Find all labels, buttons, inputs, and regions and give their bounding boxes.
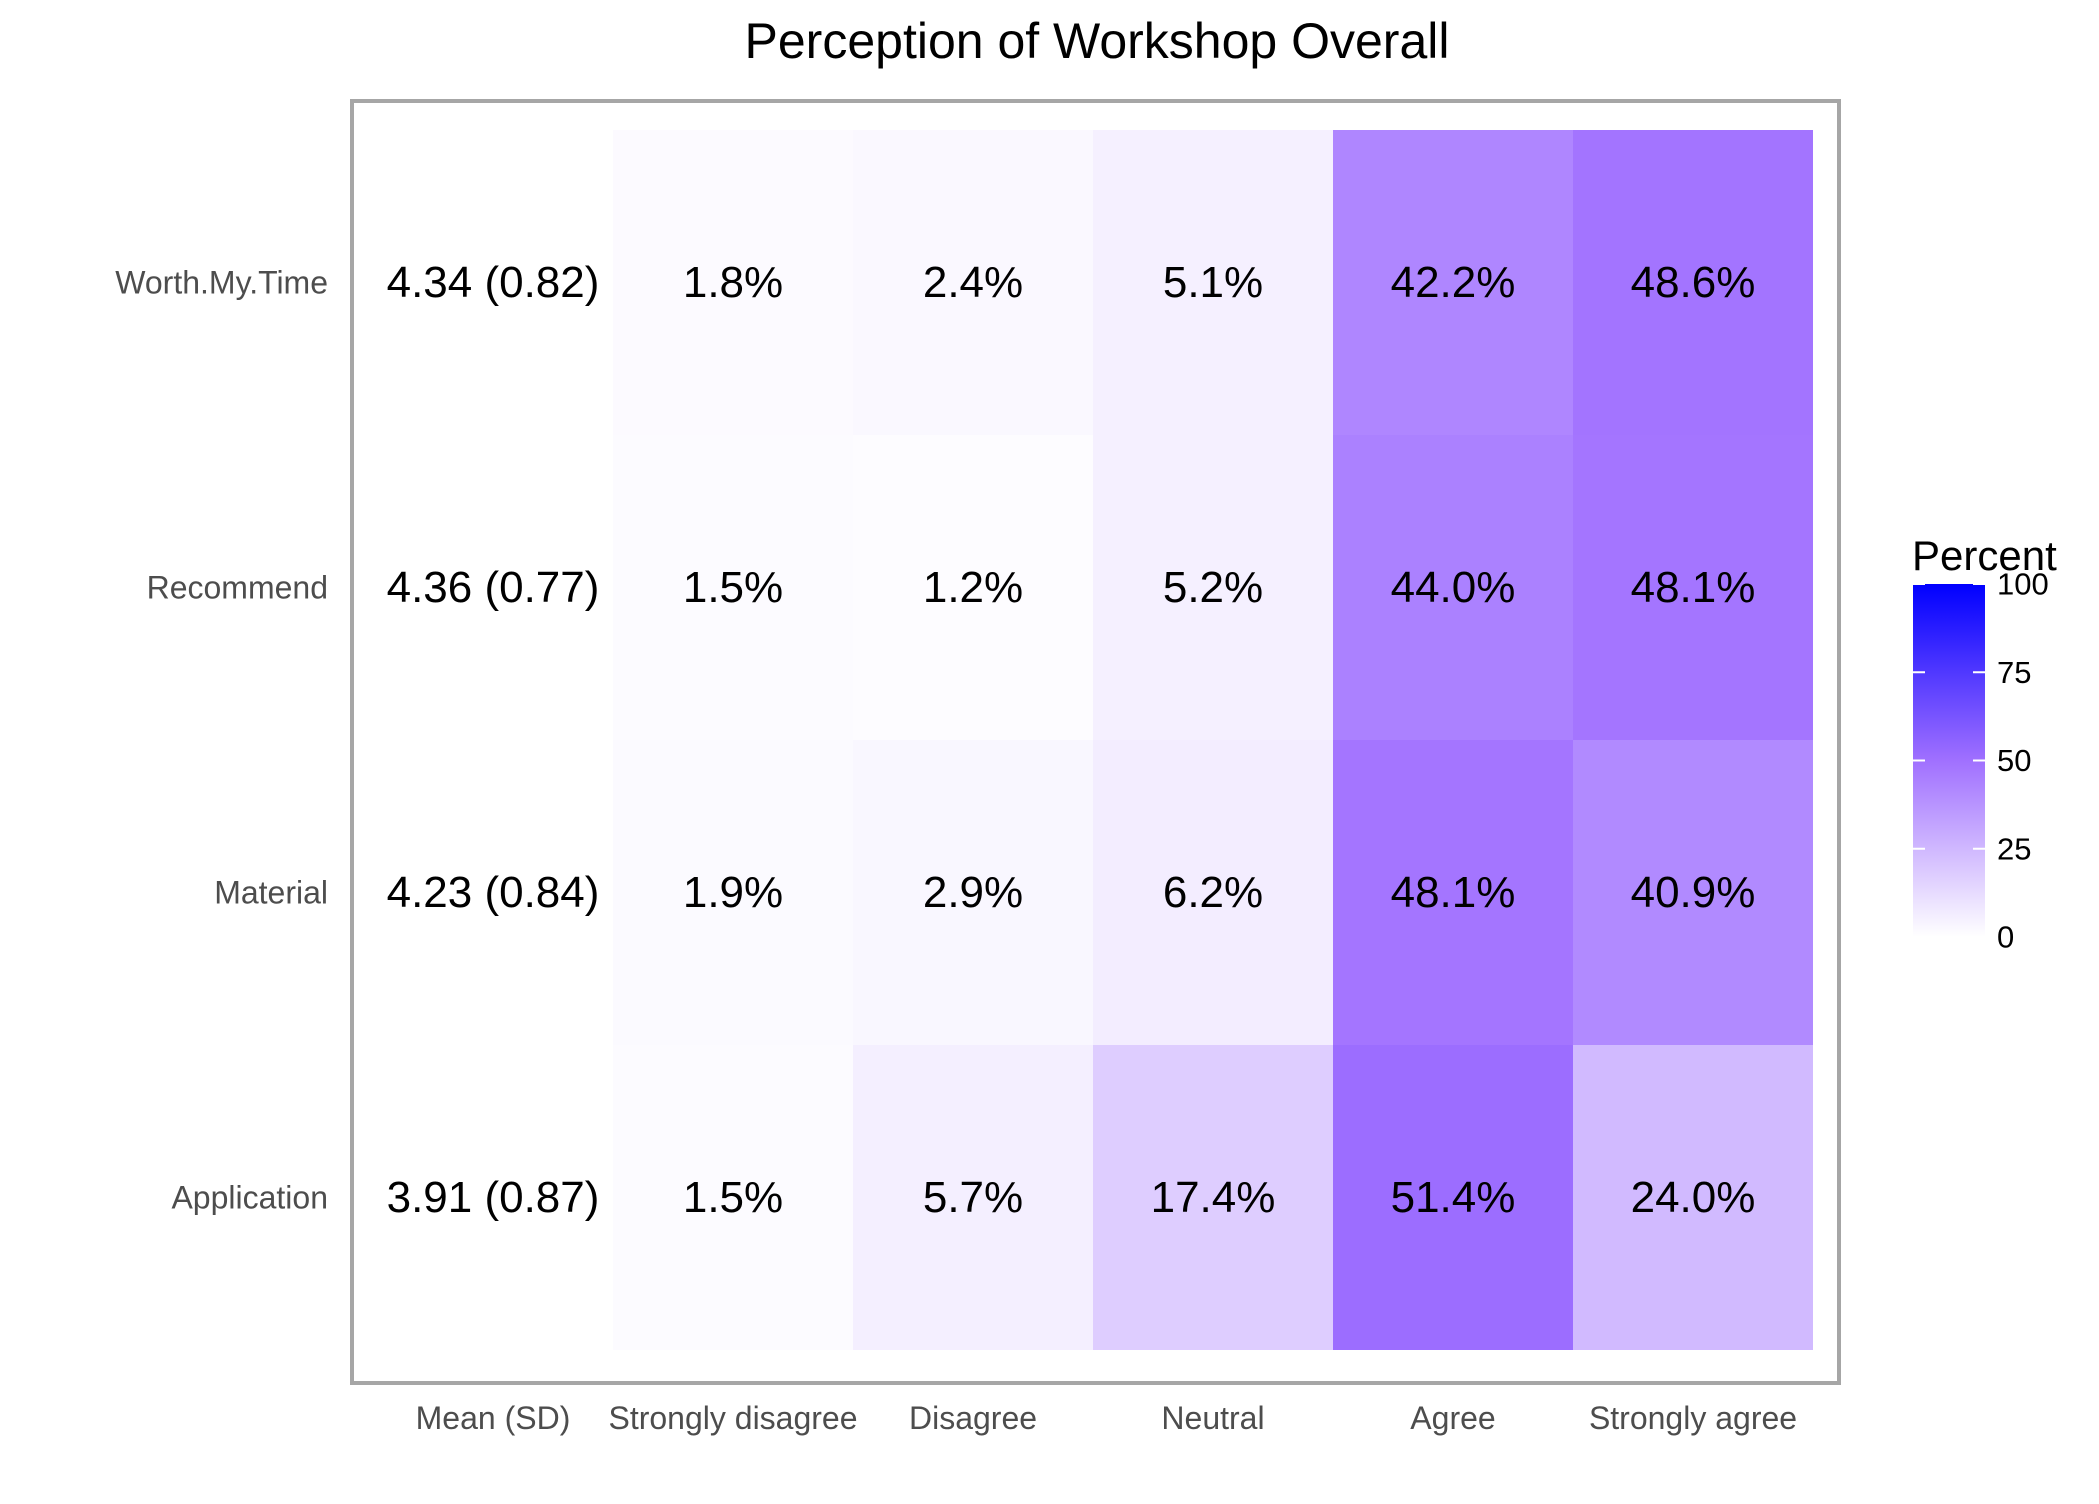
color-legend: Percent 0 25 50 75 100: [1912, 532, 2057, 955]
heatmap-cell: [1093, 1045, 1333, 1350]
x-tick-label: Strongly disagree: [608, 1400, 857, 1436]
x-tick-label: Disagree: [909, 1400, 1037, 1436]
heatmap-cell: [1573, 435, 1813, 740]
mean-sd-label: 4.34 (0.82): [387, 258, 600, 307]
y-axis: Worth.My.Time Recommend Material Applicatio…: [115, 265, 328, 1216]
mean-sd-label: 3.91 (0.87): [387, 1173, 600, 1222]
cell-value-label: 17.4%: [1151, 1173, 1276, 1222]
cell-value-label: 5.2%: [1163, 563, 1263, 612]
cell-value-label: 48.6%: [1631, 258, 1756, 307]
legend-title: Percent: [1912, 532, 2057, 579]
heatmap-cell: [613, 1045, 853, 1350]
heatmap-cell: [1573, 740, 1813, 1045]
y-tick-label: Worth.My.Time: [115, 265, 328, 301]
cell-value-label: 24.0%: [1631, 1173, 1756, 1222]
heatmap-cell: [1093, 740, 1333, 1045]
cell-value-label: 1.5%: [683, 563, 783, 612]
heatmap-cell: [613, 740, 853, 1045]
cell-value-label: 1.8%: [683, 258, 783, 307]
heatmap-cell: [1333, 740, 1573, 1045]
cells-layer: [613, 130, 1813, 1350]
cell-value-label: 51.4%: [1391, 1173, 1516, 1222]
cell-value-label: 2.9%: [923, 868, 1023, 917]
heatmap-cell: [1333, 435, 1573, 740]
mean-sd-label: 4.36 (0.77): [387, 563, 600, 612]
heatmap-cell: [613, 130, 853, 435]
y-tick-label: Recommend: [147, 570, 328, 606]
cell-value-label: 42.2%: [1391, 258, 1516, 307]
cell-value-label: 6.2%: [1163, 868, 1263, 917]
cell-value-label: 48.1%: [1631, 563, 1756, 612]
heatmap-cell: [853, 740, 1093, 1045]
y-tick-label: Material: [214, 875, 328, 911]
heatmap-cell: [1573, 1045, 1813, 1350]
legend-tick-label: 25: [1997, 831, 2031, 866]
heatmap-cell: [1093, 435, 1333, 740]
x-tick-label: Mean (SD): [416, 1400, 571, 1436]
heatmap-cell: [1333, 130, 1573, 435]
heatmap-cell: [853, 435, 1093, 740]
legend-tick-label: 100: [1997, 567, 2049, 602]
cell-value-label: 5.1%: [1163, 258, 1263, 307]
heatmap-cell: [1573, 130, 1813, 435]
heatmap-cell: [1093, 130, 1333, 435]
cell-value-label: 1.2%: [923, 563, 1023, 612]
x-tick-label: Strongly agree: [1589, 1400, 1797, 1436]
cell-value-label: 40.9%: [1631, 868, 1756, 917]
heatmap-cell: [1333, 1045, 1573, 1350]
panel-border: [350, 99, 1841, 1385]
x-axis: Mean (SD) Strongly disagree Disagree Neutra…: [416, 1400, 1797, 1436]
chart-title: Perception of Workshop Overall: [745, 13, 1450, 69]
legend-tick-label: 50: [1997, 743, 2031, 778]
cell-value-label: 48.1%: [1391, 868, 1516, 917]
legend-tick-label: 75: [1997, 655, 2031, 690]
cell-value-label: 5.7%: [923, 1173, 1023, 1222]
x-tick-label: Neutral: [1161, 1400, 1264, 1436]
mean-sd-label: 4.23 (0.84): [387, 868, 600, 917]
heatmap-cell: [853, 1045, 1093, 1350]
heatmap-cell: [853, 130, 1093, 435]
legend-tick-label: 0: [1997, 920, 2014, 955]
cell-value-label: 1.9%: [683, 868, 783, 917]
cell-value-label: 1.5%: [683, 1173, 783, 1222]
cell-value-label: 44.0%: [1391, 563, 1516, 612]
cell-labels-layer: 4.34 (0.82) 1.8% 2.4% 5.1% 42.2% 48.6% 4.36 (0…: [387, 258, 1756, 1222]
cell-value-label: 2.4%: [923, 258, 1023, 307]
heatmap-cell: [613, 435, 853, 740]
x-tick-label: Agree: [1410, 1400, 1495, 1436]
y-tick-label: Application: [171, 1180, 328, 1216]
